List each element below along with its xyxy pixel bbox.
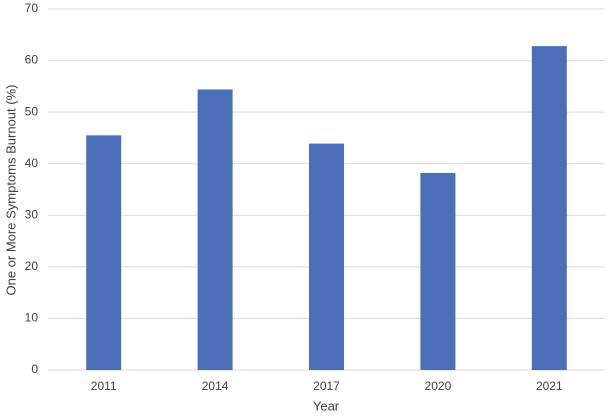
y-tick-label: 10 [25,311,39,325]
y-tick-label: 50 [25,104,39,118]
bar [197,89,233,371]
x-tick-label: 2014 [202,379,229,393]
y-axis-title: One or More Symptoms Burnout (%) [3,85,18,296]
bar [420,172,456,370]
y-tick-label: 30 [25,207,39,221]
bar [309,143,344,370]
bar [531,46,567,370]
x-tick-label: 2021 [536,379,563,393]
y-tick-label: 60 [25,53,39,67]
y-tick-label: 0 [31,362,38,376]
y-tick-label: 40 [25,156,39,170]
x-tick-label: 2017 [313,379,340,393]
bar [86,135,122,370]
x-tick-label: 2020 [425,379,452,393]
y-tick-label: 20 [25,259,39,273]
x-tick-label: 2011 [91,379,117,393]
x-axis-title: Year [313,398,340,413]
y-tick-label: 70 [25,1,39,15]
